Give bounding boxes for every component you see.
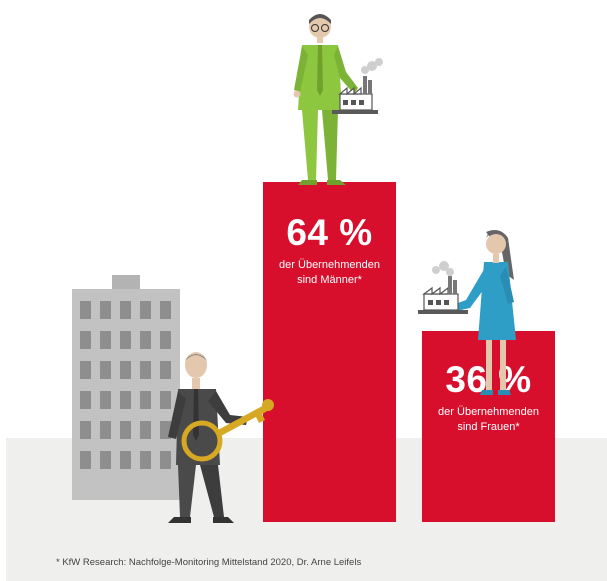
bar-description: der Übernehmenden sind Frauen* bbox=[438, 406, 539, 433]
factory-icon bbox=[338, 58, 383, 111]
man-with-factory-illustration bbox=[293, 14, 383, 185]
bar-maenner: 64 % der Übernehmenden sind Männer* bbox=[263, 182, 396, 522]
building-illustration bbox=[72, 275, 180, 500]
key-icon bbox=[181, 399, 274, 462]
man-with-key-illustration bbox=[168, 352, 274, 523]
woman-with-factory-illustration bbox=[418, 230, 516, 395]
footnote: * KfW Research: Nachfolge-Monitoring Mit… bbox=[56, 557, 362, 568]
factory-icon bbox=[422, 261, 459, 311]
bar-value-label: 64 % bbox=[286, 212, 373, 253]
bar-description: der Übernehmenden sind Männer* bbox=[279, 259, 380, 286]
